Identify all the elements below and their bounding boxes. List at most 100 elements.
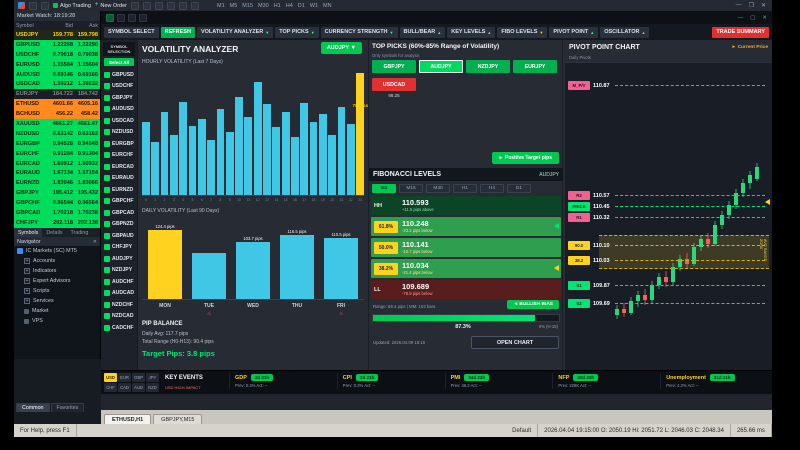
latency-readout[interactable]: 265.66 ms [731,424,772,437]
algo-trading-button[interactable]: Algo Trading [53,3,91,9]
chart-line-icon[interactable] [155,1,163,10]
market-row[interactable]: CHFJPY 202.118 202.138 [14,217,100,228]
market-row[interactable]: AUDUSD 0.69146 0.69166 [14,69,100,80]
market-row[interactable]: NZDUSD 0.63142 0.63162 [14,128,100,139]
symbol-toggle-row[interactable]: AUDCHF [101,276,137,288]
chart-candles-icon[interactable] [143,1,151,10]
fib-tf-m30[interactable]: M30 [426,184,450,193]
new-order-button[interactable]: + New Order [95,2,127,9]
symbol-toggle-row[interactable]: NZDCAD [101,311,137,323]
symbol-toggle-row[interactable]: CHFJPY [101,242,137,254]
chart-tab[interactable]: GBPJPY,M15 [153,414,203,424]
objects-icon[interactable] [41,1,49,10]
timeframe-button[interactable]: H1 [273,2,281,9]
checkbox-icon[interactable] [104,83,110,90]
timeframe-button[interactable]: M15 [242,2,253,9]
pick-button-eurjpy[interactable]: EURJPY [513,60,557,73]
pick-button-audjpy[interactable]: AUDJPY [419,60,463,73]
timeframe-button[interactable]: M1 [217,2,225,9]
navigator-item[interactable]: + Scripts [14,286,100,296]
symbol-toggle-row[interactable]: USDCHF [101,81,137,93]
navigator-item[interactable]: VPS [14,316,100,326]
symbol-toggle-row[interactable]: EURCAD [101,161,137,173]
navigator-item[interactable]: + Services [14,296,100,306]
volatility-symbol-dropdown[interactable]: AUDJPY ▼ [320,42,362,54]
symbol-toggle-row[interactable]: AUDUSD [101,104,137,116]
chart-bars-icon[interactable] [131,1,139,10]
pick-button-gbpjpy[interactable]: GBPJPY [372,60,416,73]
symbol-toggle-row[interactable]: NZDJPY [101,265,137,277]
close-icon[interactable]: ✕ [92,238,97,245]
grid-icon[interactable] [117,13,125,22]
pick-button-nzdjpy[interactable]: NZDJPY [466,60,510,73]
zoom-in-icon[interactable] [167,1,175,10]
market-row[interactable]: EURAUD 1.67134 1.67154 [14,168,100,179]
fib-tf-h4[interactable]: H4 [480,184,504,193]
market-watch-tab-details[interactable]: Details [46,229,63,236]
ea-tab-symbol-select[interactable]: SYMBOL SELECT [104,26,159,38]
charts-icon[interactable] [29,1,37,10]
checkbox-icon[interactable] [104,163,110,170]
profile-label[interactable]: Default [506,424,539,437]
event-item[interactable]: GDP 2d 21h Prev: 0.3% Act: -- [229,373,337,389]
chart-tab[interactable]: ETHUSD,H1 [104,414,152,424]
checkbox-icon[interactable] [104,175,110,182]
expand-icon[interactable]: + [24,258,30,264]
checkbox-icon[interactable] [104,198,110,205]
symbol-toggle-row[interactable]: GBPNZD [101,219,137,231]
open-chart-button[interactable]: OPEN CHART [471,336,559,349]
usdcad-pick-button[interactable]: USDCAD [372,78,416,91]
timeframe-button[interactable]: M5 [229,2,238,9]
ea-tab-key-levels[interactable]: KEY LEVELS ▲ [447,26,496,38]
market-row[interactable]: EURNZD 1.83046 1.83066 [14,178,100,189]
ea-tab-refresh[interactable]: REFRESH [160,26,195,38]
market-row[interactable]: EURGBP 0.94528 0.94548 [14,138,100,149]
navigator-item[interactable]: IC Markets (SC) MT5 [14,246,100,256]
fib-tf-m15[interactable]: M15 [399,184,423,193]
market-row[interactable]: USDCHF 0.79018 0.79038 [14,49,100,60]
fib-tf-h1[interactable]: H1 [453,184,477,193]
navigator-item[interactable]: + Accounts [14,256,100,266]
expand-icon[interactable]: + [24,278,30,284]
ea-tab-currency-strength[interactable]: CURRENCY STRENGTH ▼ [320,26,398,38]
checkbox-icon[interactable] [104,106,110,113]
timeframe-button[interactable]: W1 [309,2,319,9]
bullish-bias-button[interactable]: ◄ BULLISH BIAS [507,300,559,309]
checkbox-icon[interactable] [104,267,110,274]
currency-toggle-cad[interactable]: CAD [118,383,131,392]
close-icon[interactable]: ✕ [760,3,766,9]
checkbox-icon[interactable] [104,255,110,262]
ea-tab-volatility-analyzer[interactable]: VOLATILITY ANALYZER ▼ [196,26,274,38]
symbol-toggle-row[interactable]: EURCHF [101,150,137,162]
checkbox-icon[interactable] [104,140,110,147]
symbol-toggle-row[interactable]: USDCAD [101,115,137,127]
expand-icon[interactable]: + [24,288,30,294]
currency-toggle-chf[interactable]: CHF [104,383,117,392]
timeframe-button[interactable]: D1 [297,2,305,9]
checkbox-icon[interactable] [104,71,110,78]
market-row[interactable]: GBPCAD 1.70218 1.70238 [14,208,100,218]
market-row[interactable]: USDCAD 1.39212 1.39232 [14,79,100,90]
checkbox-icon[interactable] [104,278,110,285]
checkbox-icon[interactable] [104,244,110,251]
checkbox-icon[interactable] [104,117,110,124]
checkbox-icon[interactable] [104,313,110,320]
symbol-toggle-row[interactable]: EURNZD [101,184,137,196]
minimize-icon[interactable]: — [737,14,744,21]
checkbox-icon[interactable] [104,232,110,239]
market-row[interactable]: GBPJPY 195.412 195.432 [14,188,100,199]
fib-tf-d1[interactable]: D1 [507,184,531,193]
ea-tab-trade-summary[interactable]: TRADE SUMMARY [712,26,769,38]
timeframe-button[interactable]: H4 [285,2,293,9]
expert-icon[interactable] [106,13,114,22]
checkbox-icon[interactable] [104,129,110,136]
symbol-toggle-row[interactable]: GBPJPY [101,92,137,104]
ea-tab-oscillator[interactable]: OSCILLATOR ▲ [600,26,650,38]
minimize-icon[interactable]: — [735,2,742,8]
checkbox-icon[interactable] [104,94,110,101]
currency-toggle-usd[interactable]: USD [104,373,117,382]
market-row[interactable]: EURUSD 1.15584 1.15604 [14,59,100,70]
market-row[interactable]: EURCHF 0.91284 0.91304 [14,148,100,159]
event-item[interactable]: Unemployment 31d 21h Prev: 4.2% Act: -- [660,373,768,389]
market-row[interactable]: XAUUSD 4661.27 4661.47 [14,119,100,129]
